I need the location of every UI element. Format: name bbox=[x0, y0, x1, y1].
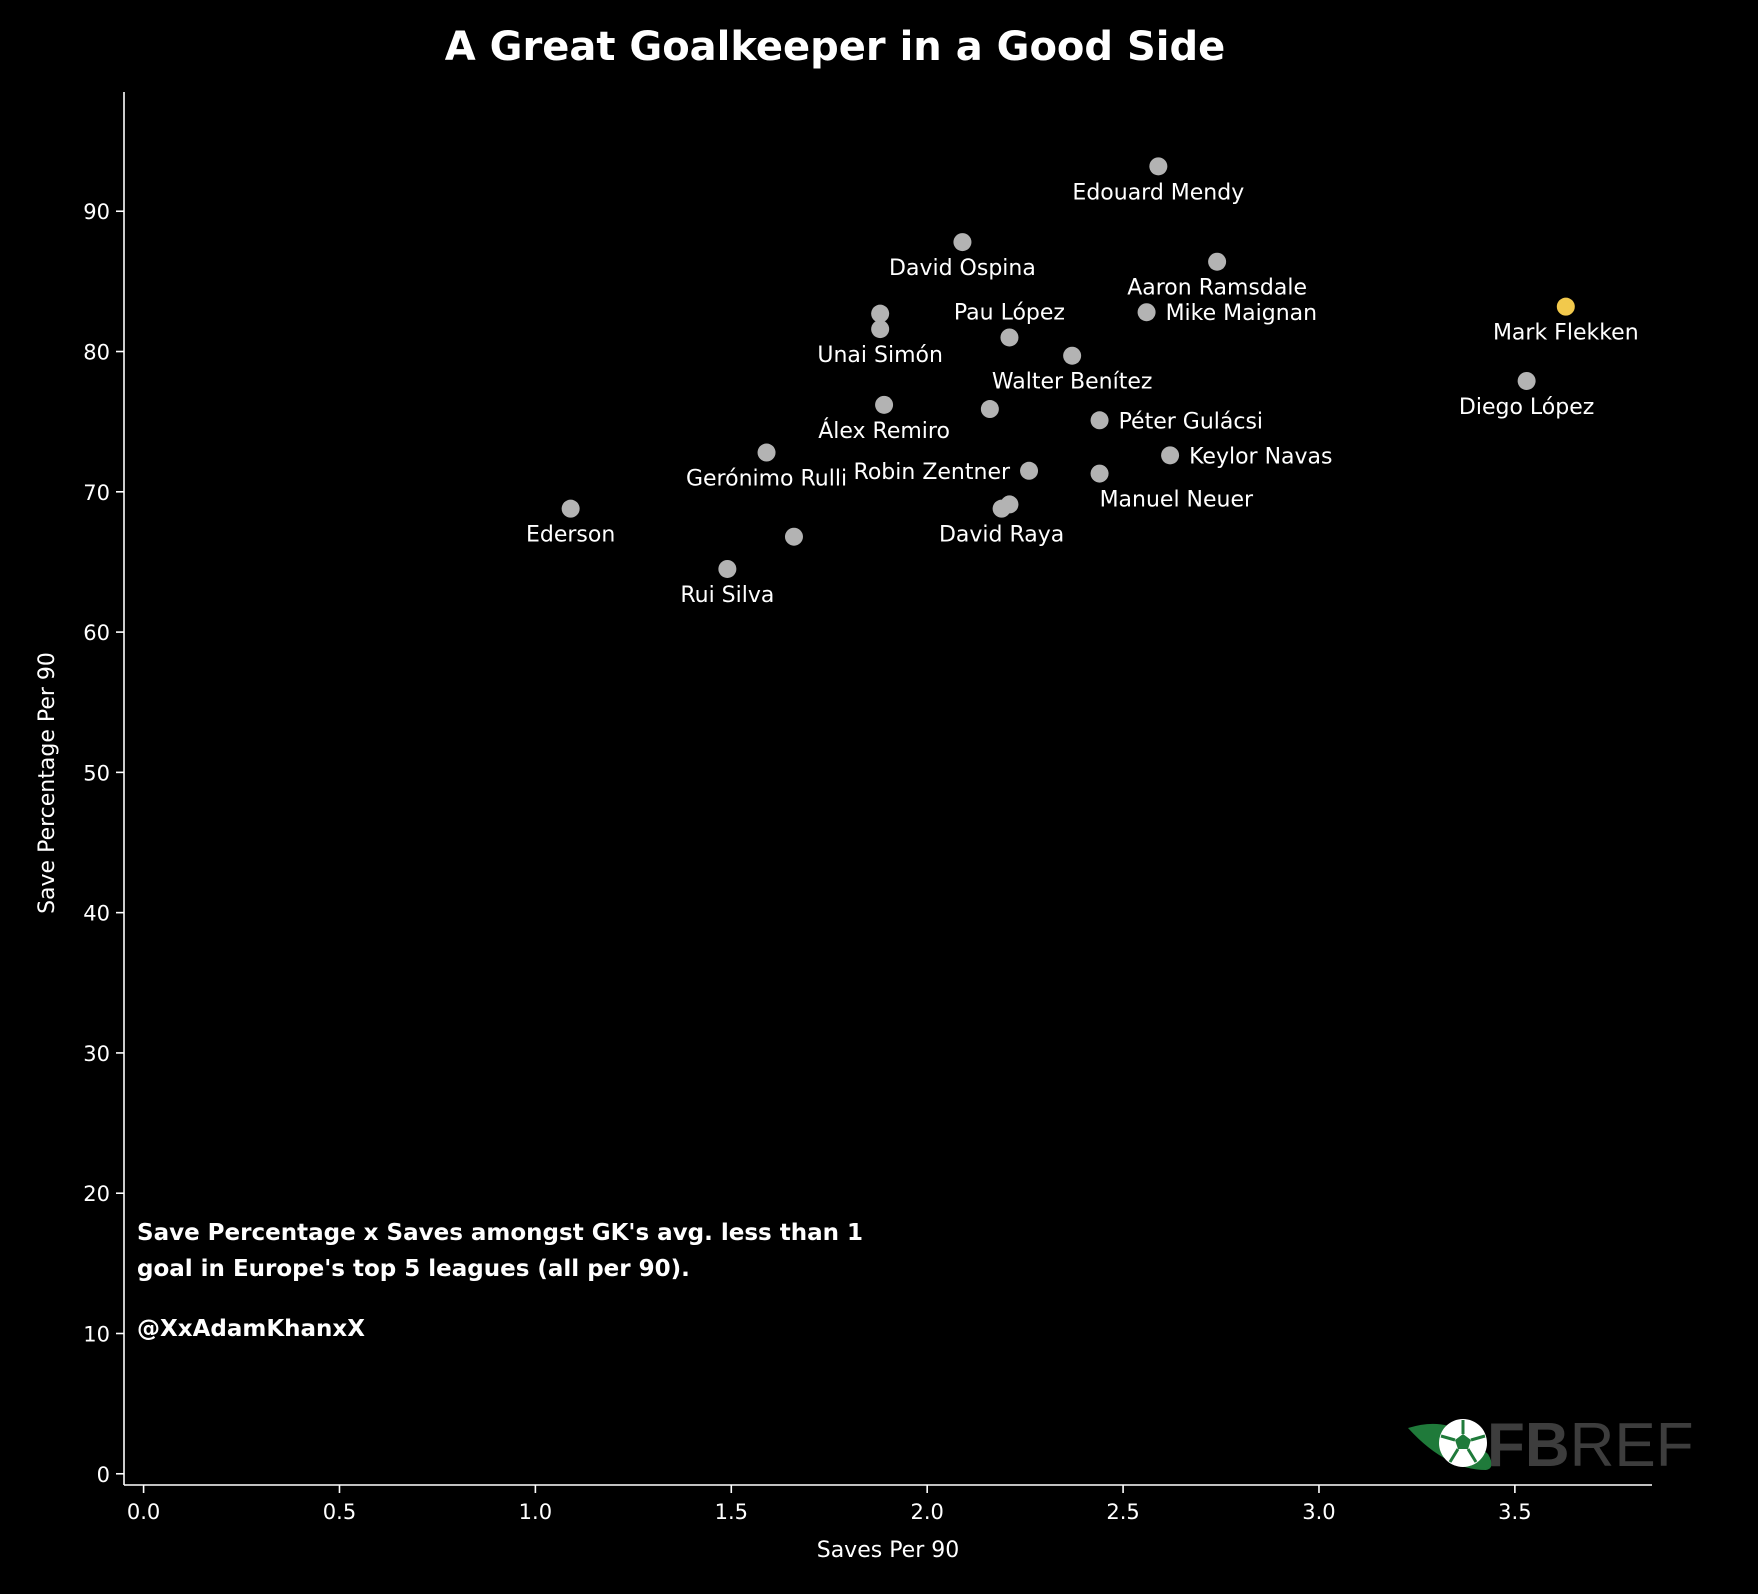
data-point bbox=[1090, 464, 1109, 483]
data-point bbox=[980, 400, 999, 419]
data-point bbox=[1020, 461, 1039, 480]
data-point-label: Ederson bbox=[526, 523, 615, 548]
data-point-label: Mike Maignan bbox=[1166, 301, 1318, 326]
x-tick-label: 3.5 bbox=[1498, 1500, 1531, 1524]
logo-text: FBREF bbox=[1487, 1411, 1694, 1480]
data-point bbox=[992, 499, 1011, 518]
data-point-label: Manuel Neuer bbox=[1100, 488, 1254, 513]
author-credit: @XxAdamKhanxX bbox=[137, 1316, 365, 1342]
data-point-label: Rui Silva bbox=[680, 583, 774, 608]
y-tick-label: 20 bbox=[83, 1182, 110, 1206]
data-points bbox=[561, 157, 1575, 578]
data-point bbox=[1161, 446, 1180, 465]
data-point bbox=[718, 559, 737, 578]
data-point bbox=[1517, 371, 1536, 390]
data-point-label: Edouard Mendy bbox=[1072, 180, 1244, 205]
data-point-label: Walter Benítez bbox=[992, 370, 1153, 395]
x-axis-ticks: 0.0 0.5 1.0 1.5 2.0 2.5 3.0 3.5 bbox=[127, 1485, 1532, 1524]
y-tick-label: 10 bbox=[83, 1322, 110, 1346]
annotation-line-1: Save Percentage x Saves amongst GK's avg… bbox=[137, 1220, 863, 1246]
data-point bbox=[1090, 411, 1109, 430]
x-tick-label: 2.5 bbox=[1106, 1500, 1139, 1524]
y-tick-label: 50 bbox=[83, 761, 110, 785]
data-point bbox=[1137, 303, 1156, 322]
data-point bbox=[1208, 252, 1227, 271]
data-point bbox=[757, 443, 776, 462]
y-tick-label: 40 bbox=[83, 902, 110, 926]
data-point bbox=[871, 304, 890, 323]
data-point-label: Mark Flekken bbox=[1493, 321, 1639, 346]
data-point-label: David Ospina bbox=[889, 256, 1036, 281]
data-point bbox=[1000, 328, 1019, 347]
y-tick-label: 70 bbox=[83, 481, 110, 505]
data-point-label: Unai Simón bbox=[817, 343, 943, 368]
data-point bbox=[561, 499, 580, 518]
data-point-label: Pau López bbox=[954, 300, 1065, 325]
data-point bbox=[1149, 157, 1168, 176]
y-tick-label: 30 bbox=[83, 1042, 110, 1066]
data-point bbox=[953, 233, 972, 252]
x-tick-label: 3.0 bbox=[1302, 1500, 1335, 1524]
y-axis-ticks: 0 10 20 30 40 50 60 70 80 90 bbox=[83, 200, 124, 1487]
data-point-label: Diego López bbox=[1459, 395, 1594, 420]
data-point bbox=[875, 395, 894, 414]
chart-title: A Great Goalkeeper in a Good Side bbox=[445, 24, 1226, 70]
x-tick-label: 0.5 bbox=[323, 1500, 356, 1524]
data-point-label: Álex Remiro bbox=[818, 418, 950, 444]
data-point-label: Aaron Ramsdale bbox=[1127, 276, 1307, 301]
data-point bbox=[1063, 346, 1082, 365]
x-tick-label: 2.0 bbox=[910, 1500, 943, 1524]
data-point-label: David Raya bbox=[939, 523, 1064, 548]
x-tick-label: 1.0 bbox=[519, 1500, 552, 1524]
data-point-label: Gerónimo Rulli bbox=[686, 467, 847, 492]
x-axis-title: Saves Per 90 bbox=[817, 1538, 960, 1563]
football-patch bbox=[1455, 1434, 1471, 1449]
y-axis-title: Save Percentage Per 90 bbox=[35, 652, 60, 914]
data-point-label: Robin Zentner bbox=[854, 460, 1011, 485]
football-seams bbox=[1440, 1420, 1486, 1463]
y-tick-label: 0 bbox=[97, 1463, 110, 1487]
y-tick-label: 60 bbox=[83, 621, 110, 645]
y-tick-label: 80 bbox=[83, 341, 110, 365]
data-point bbox=[871, 320, 890, 339]
x-tick-label: 1.5 bbox=[715, 1500, 748, 1524]
y-tick-label: 90 bbox=[83, 200, 110, 224]
fbref-logo: FBREF bbox=[1408, 1411, 1694, 1480]
data-point-label: Keylor Navas bbox=[1189, 444, 1332, 469]
x-tick-label: 0.0 bbox=[127, 1500, 160, 1524]
data-point bbox=[784, 527, 803, 546]
annotation-line-2: goal in Europe's top 5 leagues (all per … bbox=[137, 1256, 690, 1282]
highlight-data-point bbox=[1556, 297, 1575, 316]
data-point-label: Péter Gulácsi bbox=[1119, 409, 1263, 434]
